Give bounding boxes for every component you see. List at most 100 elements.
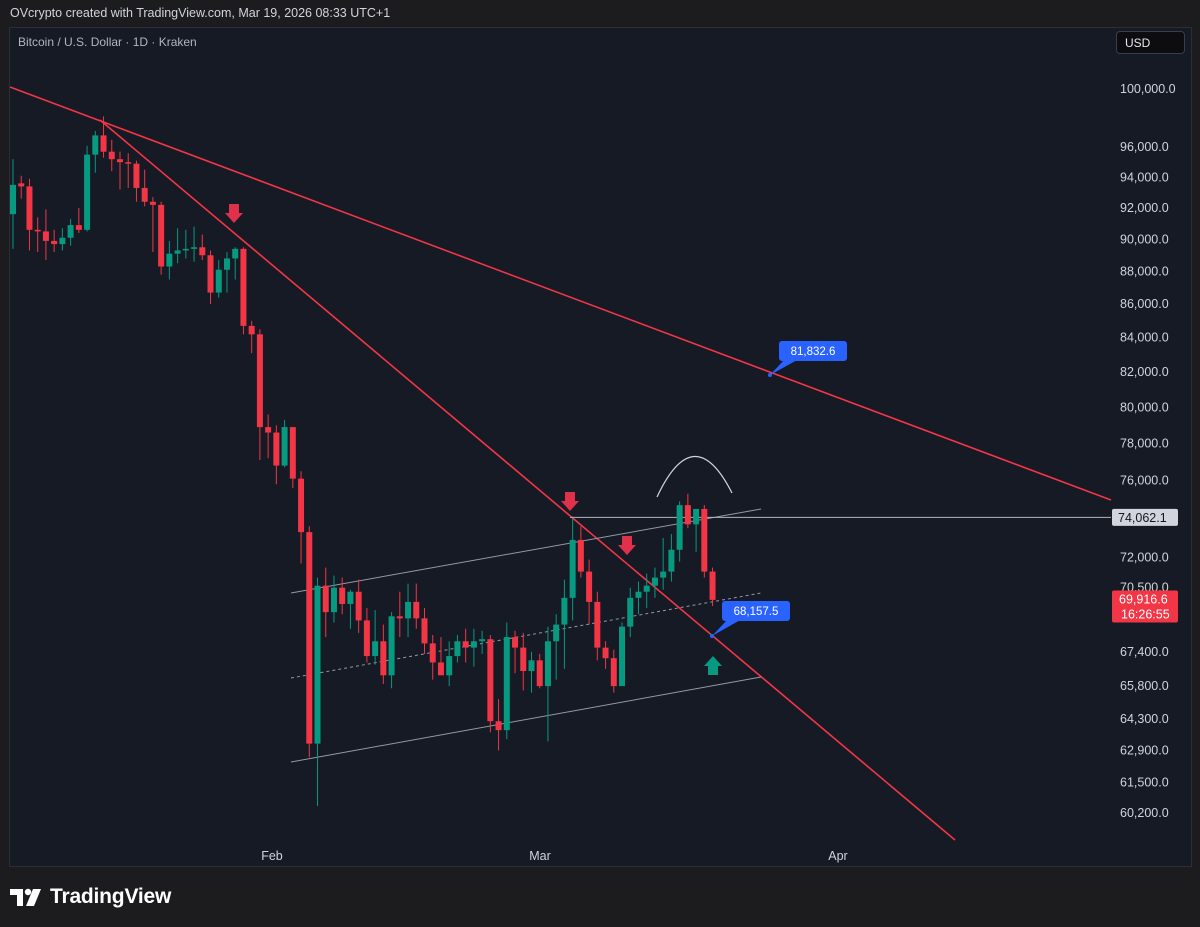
- candles: [10, 116, 716, 806]
- countdown-timer: 16:26:55: [1121, 608, 1170, 622]
- candle-body: [520, 647, 527, 672]
- arc-shape[interactable]: [656, 455, 733, 498]
- tradingview-logo: TradingView: [10, 885, 171, 909]
- candle: [462, 628, 469, 663]
- candle: [643, 573, 650, 609]
- candle-body: [191, 247, 198, 249]
- candle: [487, 634, 494, 733]
- candle-body: [26, 186, 33, 230]
- candle: [116, 151, 123, 190]
- candle: [289, 427, 296, 489]
- candle: [709, 567, 716, 607]
- candle-body: [446, 656, 453, 676]
- candle: [125, 153, 132, 188]
- candle: [347, 589, 354, 629]
- last-price-label[interactable]: 69,916.616:26:55: [1112, 590, 1178, 623]
- level-price-label[interactable]: 74,062.1: [1112, 508, 1178, 526]
- candle: [100, 116, 107, 158]
- candle-body: [693, 508, 700, 525]
- candle-body: [108, 151, 115, 160]
- candle: [273, 425, 280, 485]
- price-tick-label: 65,800.0: [1120, 679, 1169, 693]
- candle: [479, 630, 486, 654]
- candle: [421, 608, 428, 654]
- trendlines[interactable]: [9, 86, 1112, 841]
- candle-body: [495, 721, 502, 731]
- price-tick-label: 61,500.0: [1120, 776, 1169, 790]
- candle-body: [92, 135, 99, 155]
- candle-body: [355, 591, 362, 621]
- candle-body: [256, 334, 263, 428]
- candle: [396, 591, 403, 638]
- price-tick-label: 84,000.0: [1120, 331, 1169, 345]
- channel-top-line[interactable]: [290, 508, 762, 594]
- candle: [610, 649, 617, 693]
- candle-body: [42, 231, 49, 241]
- candle-body: [207, 255, 214, 293]
- candle: [339, 577, 346, 615]
- candle-body: [265, 427, 272, 433]
- annotations[interactable]: 81,832.6 68,157.5: [225, 204, 847, 675]
- candle: [248, 320, 255, 354]
- candle-body: [18, 183, 25, 187]
- candle: [281, 419, 288, 468]
- candle-body: [59, 237, 66, 245]
- candle-body: [182, 248, 189, 251]
- candle: [166, 240, 173, 280]
- candle: [330, 575, 337, 623]
- candle-body: [215, 269, 222, 293]
- callout-lower-target[interactable]: 68,157.5: [710, 601, 790, 638]
- candle: [413, 583, 420, 629]
- channel-mid-line[interactable]: [290, 592, 762, 679]
- trendline-lower[interactable]: [99, 119, 956, 841]
- tradingview-logo-text: TradingView: [50, 885, 172, 908]
- candle: [429, 634, 436, 680]
- arrow-down-icon[interactable]: [618, 536, 636, 555]
- last-price-box: [1112, 590, 1178, 623]
- callout-pointer: [712, 619, 742, 636]
- candle: [701, 505, 708, 578]
- candle: [67, 218, 74, 246]
- chart-credit: OVcrypto created with TradingView.com, M…: [10, 6, 391, 20]
- candle: [388, 612, 395, 689]
- candle-body: [158, 204, 165, 267]
- price-axis[interactable]: 100,000.0 96,000.0 94,000.0 92,000.0 90,000.…: [1112, 82, 1178, 820]
- trendline-upper[interactable]: [9, 86, 1112, 501]
- chart-pane[interactable]: [9, 27, 1192, 867]
- candle-body: [388, 616, 395, 676]
- candle-body: [339, 587, 346, 604]
- candle-body: [536, 660, 543, 687]
- arrow-down-icon[interactable]: [225, 204, 243, 223]
- callout-upper-target[interactable]: 81,832.6: [768, 341, 847, 377]
- candle: [215, 260, 222, 298]
- ascending-channel[interactable]: [290, 508, 1111, 763]
- arrow-down-icon[interactable]: [561, 492, 579, 511]
- candle-body: [594, 601, 601, 648]
- price-tick-label: 88,000.0: [1120, 264, 1169, 278]
- candle: [10, 159, 16, 249]
- candle: [314, 577, 321, 806]
- candle-body: [635, 591, 642, 598]
- arrow-up-icon[interactable]: [704, 656, 722, 675]
- currency-button[interactable]: USD: [1116, 31, 1185, 54]
- candle-body: [232, 248, 239, 259]
- price-tick-label: 62,900.0: [1120, 743, 1169, 757]
- candle-body: [306, 532, 313, 744]
- candle: [92, 130, 99, 173]
- time-axis[interactable]: Feb Mar Apr: [261, 849, 848, 863]
- candle: [363, 608, 370, 663]
- candle-body: [619, 626, 626, 687]
- candle-body: [273, 432, 280, 466]
- candle: [503, 622, 510, 740]
- candle-body: [528, 660, 535, 672]
- candle: [553, 614, 560, 680]
- level-price-label-box: [1112, 508, 1178, 526]
- candle-body: [421, 618, 428, 644]
- candle: [133, 160, 140, 202]
- candle-body: [643, 585, 650, 592]
- candle-body: [651, 577, 658, 586]
- price-tick-label: 92,000.0: [1120, 201, 1169, 215]
- candle: [207, 250, 214, 305]
- channel-bottom-line[interactable]: [290, 676, 762, 763]
